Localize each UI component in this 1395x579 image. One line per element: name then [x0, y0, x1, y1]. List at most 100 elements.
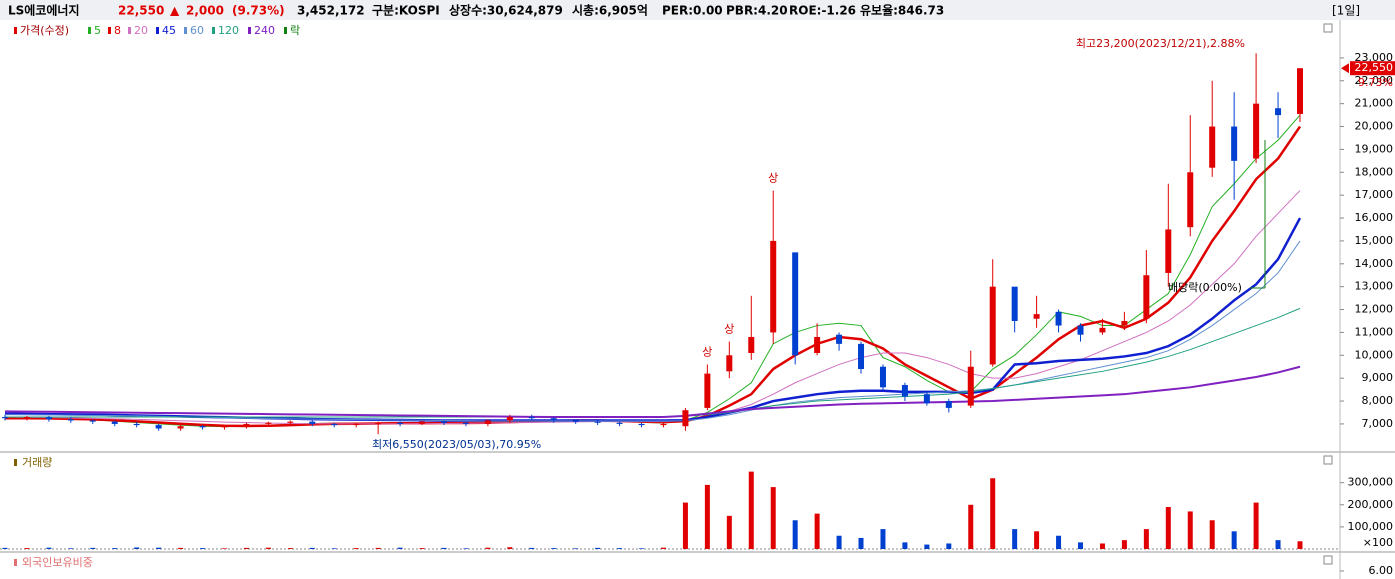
volume-bar	[529, 547, 535, 549]
y-tick-label: 6.00	[1369, 564, 1394, 577]
volume-bar	[573, 548, 579, 549]
y-tick-label: 11,000	[1355, 325, 1394, 338]
period[interactable]: [1일]	[1332, 4, 1360, 18]
y-tick-label: 8,000	[1362, 394, 1394, 407]
unit-label: ×100	[1363, 536, 1393, 549]
candle-body	[879, 366, 886, 388]
volume-bar	[1099, 543, 1105, 549]
ma-line	[4, 217, 1302, 422]
candle-body	[901, 385, 908, 397]
panel-button[interactable]	[1323, 455, 1333, 465]
volume-bar	[704, 484, 710, 549]
volume-bar	[726, 515, 732, 549]
volume-bar	[200, 548, 206, 549]
candle-body	[1143, 275, 1150, 319]
ma-line	[5, 307, 1301, 418]
volume-bar	[463, 548, 469, 549]
legend-swatch	[184, 27, 187, 34]
volume-bar	[682, 502, 688, 549]
y-tick-label: 200,000	[1348, 498, 1394, 511]
volume-bar	[1297, 541, 1303, 549]
volume: 3,452,172	[297, 4, 365, 18]
candle-body	[111, 421, 118, 424]
reserve: 유보율:846.73	[860, 4, 944, 18]
volume-bar	[90, 547, 96, 549]
candle-body	[1297, 68, 1303, 114]
ma-line	[5, 125, 1302, 428]
volume-bar	[24, 548, 30, 549]
volume-bar	[134, 547, 140, 549]
volume-bar	[1121, 540, 1127, 549]
candle-body	[682, 410, 689, 427]
y-tick-label: 10,000	[1355, 348, 1394, 361]
roe: ROE:-1.26	[789, 4, 856, 18]
y-tick-label: 22,000	[1355, 74, 1394, 87]
candle-body	[1055, 311, 1062, 326]
volume-bar	[353, 548, 359, 549]
volume-bar	[770, 487, 776, 549]
candle-body	[353, 423, 360, 426]
volume-bar	[1012, 529, 1018, 549]
stock-name: LS에코에너지	[8, 3, 80, 18]
candle-body	[2, 417, 8, 419]
y-tick-label: 16,000	[1355, 211, 1394, 224]
candle-body	[484, 420, 491, 424]
volume-bar	[112, 548, 118, 549]
candle-body	[945, 401, 952, 408]
low-note: 최저6,550(2023/05/03),70.95%	[372, 438, 541, 451]
candle-body	[1209, 126, 1216, 168]
y-tick-label: 18,000	[1355, 165, 1394, 178]
volume-bar	[375, 547, 381, 549]
candle-body	[89, 420, 96, 422]
volume-bar	[946, 543, 952, 549]
market-cap: 시총:6,905억	[572, 3, 648, 18]
candle-body	[287, 421, 294, 423]
volume-bar	[617, 548, 623, 549]
legend-label: 5	[94, 24, 101, 37]
legend-swatch	[156, 27, 159, 34]
per: PER:0.00	[662, 4, 723, 18]
volume-bar	[178, 547, 184, 549]
candle-body	[199, 426, 206, 428]
volume-bar	[660, 547, 666, 549]
y-tick-label: 23,000	[1355, 51, 1394, 64]
candle-body	[1165, 229, 1172, 273]
y-tick-label: 12,000	[1355, 303, 1394, 316]
volume-bar	[1275, 540, 1281, 549]
volume-bar	[902, 542, 908, 549]
volume-bar	[68, 548, 74, 549]
candle-body	[331, 423, 338, 426]
candle-body	[748, 336, 755, 354]
header-bar	[0, 0, 1395, 20]
candle-body	[792, 252, 799, 356]
volume-bar	[1034, 531, 1040, 549]
legend-label: 45	[162, 24, 176, 37]
candle-body	[23, 417, 30, 419]
candle-body	[177, 426, 184, 429]
y-tick-label: 300,000	[1348, 476, 1394, 489]
volume-bar	[639, 548, 645, 549]
y-tick-label: 15,000	[1355, 234, 1394, 247]
y-tick-label: 9,000	[1362, 371, 1394, 384]
price: 22,550	[118, 4, 164, 18]
panel-button[interactable]	[1323, 23, 1333, 33]
panel-button[interactable]	[1323, 555, 1333, 565]
market: 구분:KOSPI	[372, 4, 440, 18]
volume-bar	[1056, 535, 1062, 549]
volume-bar	[2, 547, 8, 549]
volume-bar	[46, 547, 52, 549]
candle-body	[309, 421, 316, 424]
volume-bar	[397, 547, 403, 549]
volume-bar	[331, 548, 337, 549]
legend-swatch	[14, 27, 17, 34]
change-pct: (9.73%)	[232, 4, 285, 18]
candle-body	[243, 423, 250, 427]
candle-body	[572, 420, 579, 422]
volume-bar	[1253, 502, 1259, 549]
candle-body	[528, 417, 535, 419]
candle-body	[616, 422, 623, 424]
volume-bar	[485, 547, 491, 549]
candle-body	[45, 417, 52, 420]
candle-body	[1187, 172, 1194, 228]
